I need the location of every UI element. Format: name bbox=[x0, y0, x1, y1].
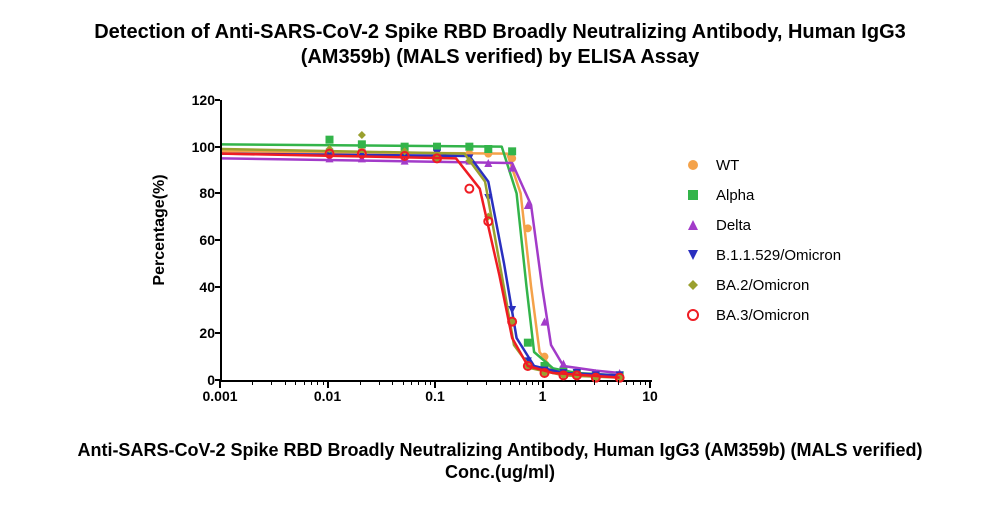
x-tick-label: 10 bbox=[642, 388, 658, 404]
legend-label: BA.3/Omicron bbox=[716, 307, 809, 324]
x-tick-mark bbox=[649, 380, 651, 388]
data-point bbox=[524, 339, 532, 347]
x-minor-tick bbox=[500, 380, 501, 385]
y-tick-mark bbox=[215, 99, 220, 101]
y-tick-label: 100 bbox=[180, 139, 215, 155]
x-minor-tick bbox=[304, 380, 305, 385]
legend-marker-icon bbox=[680, 187, 706, 203]
x-tick-mark bbox=[219, 380, 221, 388]
legend-label: BA.2/Omicron bbox=[716, 277, 809, 294]
x-tick-mark bbox=[327, 380, 329, 388]
series-curve bbox=[222, 154, 620, 376]
x-minor-tick bbox=[645, 380, 646, 385]
x-minor-tick bbox=[575, 380, 576, 385]
y-tick-label: 0 bbox=[180, 372, 215, 388]
legend-label: Delta bbox=[716, 217, 751, 234]
series-curve bbox=[222, 154, 620, 378]
x-minor-tick bbox=[295, 380, 296, 385]
legend-marker-icon bbox=[680, 157, 706, 173]
y-tick-mark bbox=[215, 239, 220, 241]
data-point bbox=[484, 145, 492, 153]
data-point bbox=[524, 224, 532, 232]
x-minor-tick bbox=[418, 380, 419, 385]
legend-label: Alpha bbox=[716, 187, 754, 204]
data-point bbox=[508, 154, 516, 162]
legend-label: WT bbox=[716, 157, 739, 174]
y-tick-label: 120 bbox=[180, 92, 215, 108]
x-minor-tick bbox=[311, 380, 312, 385]
x-minor-tick bbox=[519, 380, 520, 385]
series-curve bbox=[222, 151, 620, 377]
series-curve bbox=[222, 144, 620, 375]
y-tick-mark bbox=[215, 192, 220, 194]
x-minor-tick bbox=[403, 380, 404, 385]
x-minor-tick bbox=[323, 380, 324, 385]
legend-marker-icon bbox=[680, 247, 706, 263]
data-point bbox=[433, 143, 441, 151]
x-minor-tick bbox=[640, 380, 641, 385]
x-tick-mark bbox=[542, 380, 544, 388]
x-minor-tick bbox=[430, 380, 431, 385]
x-minor-tick bbox=[252, 380, 253, 385]
y-tick-mark bbox=[215, 332, 220, 334]
legend: WT Alpha Delta B.1.1.529/Omicron BA.2/Omicro… bbox=[680, 155, 841, 335]
data-point bbox=[326, 136, 334, 144]
x-minor-tick bbox=[532, 380, 533, 385]
x-minor-tick bbox=[271, 380, 272, 385]
y-tick-label: 80 bbox=[180, 185, 215, 201]
x-minor-tick bbox=[510, 380, 511, 385]
y-tick-mark bbox=[215, 286, 220, 288]
x-minor-tick bbox=[411, 380, 412, 385]
legend-marker-icon bbox=[680, 217, 706, 233]
y-tick-label: 60 bbox=[180, 232, 215, 248]
x-minor-tick bbox=[425, 380, 426, 385]
x-tick-label: 0.001 bbox=[202, 388, 237, 404]
x-minor-tick bbox=[285, 380, 286, 385]
legend-label: B.1.1.529/Omicron bbox=[716, 247, 841, 264]
legend-item: B.1.1.529/Omicron bbox=[680, 245, 841, 265]
x-axis-label: Anti-SARS-CoV-2 Spike RBD Broadly Neutra… bbox=[50, 440, 950, 483]
data-point bbox=[358, 131, 366, 139]
legend-item: BA.3/Omicron bbox=[680, 305, 841, 325]
series-curve bbox=[222, 149, 620, 378]
x-tick-label: 1 bbox=[539, 388, 547, 404]
y-axis-label: Percentage(%) bbox=[151, 174, 169, 285]
y-tick-mark bbox=[215, 146, 220, 148]
x-minor-tick bbox=[626, 380, 627, 385]
chart-area: Percentage(%) 0 20 40 60 80 100 120 0.001 0.01 0… bbox=[20, 80, 980, 440]
series-curve bbox=[222, 158, 620, 373]
x-minor-tick bbox=[538, 380, 539, 385]
plot-region bbox=[220, 100, 652, 382]
legend-item: BA.2/Omicron bbox=[680, 275, 841, 295]
data-point bbox=[508, 147, 516, 155]
legend-item: Alpha bbox=[680, 185, 841, 205]
x-tick-mark bbox=[434, 380, 436, 388]
x-minor-tick bbox=[633, 380, 634, 385]
x-minor-tick bbox=[607, 380, 608, 385]
y-tick-label: 20 bbox=[180, 325, 215, 341]
x-minor-tick bbox=[594, 380, 595, 385]
legend-marker-icon bbox=[680, 307, 706, 323]
legend-item: WT bbox=[680, 155, 841, 175]
x-tick-label: 0.01 bbox=[314, 388, 341, 404]
x-tick-label: 0.1 bbox=[425, 388, 444, 404]
legend-item: Delta bbox=[680, 215, 841, 235]
x-minor-tick bbox=[486, 380, 487, 385]
data-point bbox=[465, 185, 473, 193]
x-minor-tick bbox=[360, 380, 361, 385]
x-minor-tick bbox=[467, 380, 468, 385]
chart-title: Detection of Anti-SARS-CoV-2 Spike RBD B… bbox=[50, 20, 950, 70]
x-minor-tick bbox=[618, 380, 619, 385]
data-point bbox=[465, 143, 473, 151]
legend-marker-icon bbox=[680, 277, 706, 293]
y-tick-label: 40 bbox=[180, 279, 215, 295]
x-minor-tick bbox=[526, 380, 527, 385]
x-minor-tick bbox=[317, 380, 318, 385]
x-minor-tick bbox=[379, 380, 380, 385]
x-minor-tick bbox=[392, 380, 393, 385]
data-point bbox=[358, 140, 366, 148]
